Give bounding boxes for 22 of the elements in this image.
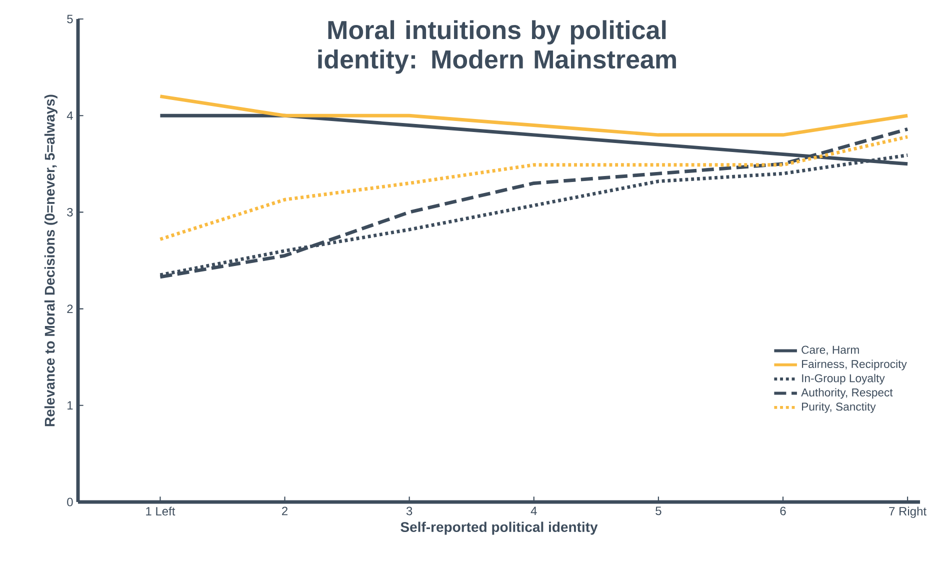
x-tick-label: 1 Left: [146, 506, 176, 516]
legend-label: Purity, Sanctity: [802, 402, 876, 413]
legend-label: Care, Harm: [802, 346, 859, 356]
x-tick-label: 4: [530, 506, 537, 515]
y-tick-label: 3: [67, 208, 73, 216]
y-tick-label: 4: [66, 111, 73, 120]
x-tick-label: 5: [656, 506, 662, 516]
y-axis-title: Relevance to Moral Decisions (0=never, 5=always): [44, 94, 58, 426]
y-tick-label: 0: [67, 498, 73, 506]
y-tick-label: 5: [67, 14, 73, 24]
x-tick-label: 6: [780, 506, 786, 516]
x-tick-label: 3: [406, 506, 412, 516]
legend-label: Fairness, Reciprocity: [802, 360, 907, 370]
y-tick-label: 1: [68, 401, 73, 410]
y-tick-label: 2: [67, 304, 73, 313]
x-axis-title: Self-reported political identity: [400, 522, 598, 535]
text: Moral intuitions by political identity: Modern Mainstream: [318, 20, 676, 74]
x-tick-label: 2: [282, 506, 288, 516]
line-series: [158, 94, 910, 137]
legend-label: In-Group Loyalty: [802, 374, 885, 384]
legend-label: Authority, Respect: [801, 388, 893, 399]
x-tick-label: 7 Right: [889, 506, 926, 518]
